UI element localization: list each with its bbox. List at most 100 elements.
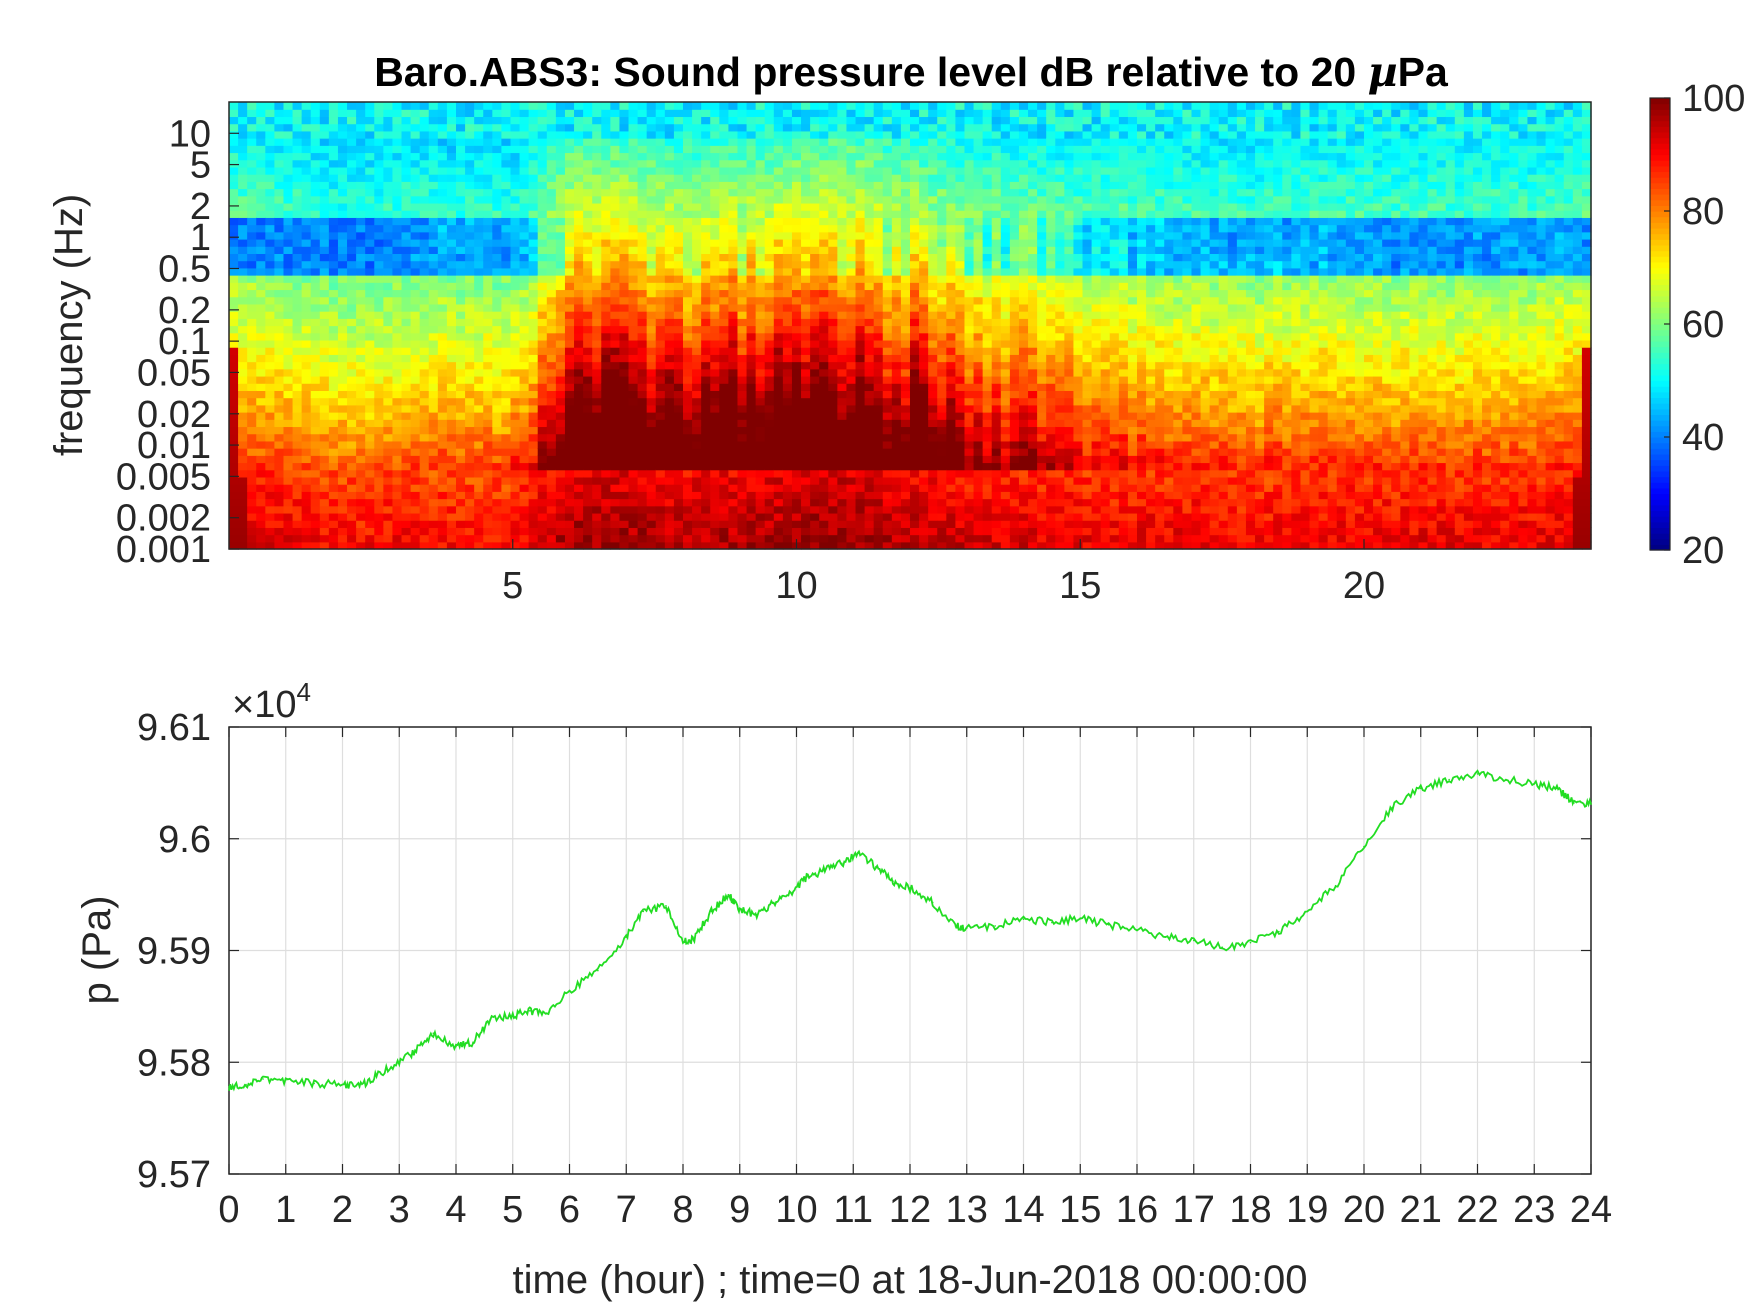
spectrogram-cell [428, 368, 439, 377]
spectrogram-cell [383, 152, 394, 161]
spectrogram-cell [483, 419, 493, 428]
spectrogram-cell [319, 455, 330, 464]
spectrogram-cell [882, 210, 893, 218]
spectrogram-cell [519, 217, 530, 226]
spectrogram-cell [229, 296, 239, 305]
spectrogram-cell [701, 440, 711, 449]
spectrogram-cell [383, 202, 394, 211]
spectrogram-cell [456, 260, 466, 269]
spectrogram-cell [564, 469, 575, 478]
spectrogram-cell [256, 166, 266, 175]
spectrogram-cell [374, 159, 384, 168]
spectrogram-cell [574, 498, 584, 507]
spectrogram-cell [501, 246, 512, 254]
spectrogram-cell [928, 116, 938, 125]
spectrogram-cell [519, 174, 530, 182]
spectrogram-cell [828, 260, 838, 269]
spectrogram-cell [446, 267, 457, 276]
spectrogram-cell [946, 541, 956, 550]
spectrogram-cell [864, 102, 875, 110]
spectrogram-cell [555, 484, 566, 492]
spectrogram-cell [710, 116, 720, 125]
spectrogram-cell [510, 397, 521, 406]
spectrogram-cell [737, 412, 748, 420]
spectrogram-cell [247, 311, 257, 319]
spectrogram-cell [782, 109, 793, 118]
spectrogram-cell [247, 217, 257, 226]
spectrogram-cell [274, 412, 285, 420]
spectrogram-cell [646, 455, 657, 464]
spectrogram-cell [583, 123, 593, 132]
spectrogram-cell [419, 505, 430, 514]
spectrogram-cell [628, 123, 639, 132]
spectrogram-cell [946, 231, 956, 240]
spectrogram-cell [701, 224, 711, 233]
spectrogram-cell [746, 505, 757, 514]
spectrogram-cell [637, 484, 648, 492]
spectrogram-cell [664, 505, 675, 514]
spectrogram-cell [846, 332, 857, 341]
spectrogram-cell [801, 541, 811, 550]
spectrogram-cell [510, 210, 521, 218]
spectrogram-cell [383, 318, 394, 327]
spectrogram-cell [546, 534, 557, 543]
spectrogram-cell [283, 433, 294, 442]
spectrogram-cell [229, 202, 239, 211]
spectrogram-cell [274, 102, 285, 110]
spectrogram-cell [864, 462, 875, 471]
spectrogram-cell [383, 534, 394, 543]
spectrogram-cell [555, 455, 566, 464]
spectrogram-cell [238, 152, 248, 161]
spectrogram-cell [492, 253, 502, 262]
spectrogram-cell [292, 145, 303, 154]
spectrogram-cell [701, 159, 711, 168]
spectrogram-cell [546, 354, 557, 363]
spectrogram-cell [592, 152, 602, 161]
spectrogram-cell [446, 433, 457, 442]
spectrogram-cell [319, 318, 330, 327]
spectrogram-cell [238, 109, 248, 118]
spectrogram-cell [546, 318, 557, 327]
spectrogram-cell [619, 253, 630, 262]
spectrogram-cell [365, 433, 375, 442]
spectrogram-cell [347, 202, 357, 211]
spectrogram-cell [492, 512, 502, 521]
spectrogram-cell [719, 462, 729, 471]
spectrogram-cell [782, 123, 793, 132]
spectrogram-cell [365, 260, 375, 269]
spectrogram-cell [564, 174, 575, 182]
spectrogram-cell [810, 541, 820, 550]
spectrogram-cell [610, 390, 621, 399]
spectrogram-cell [828, 238, 838, 247]
spectrogram-cell [773, 123, 784, 132]
spectrogram-cell [646, 202, 657, 211]
spectrogram-cell [719, 433, 729, 442]
spectrogram-cell [419, 520, 430, 528]
spectrogram-cell [928, 469, 938, 478]
spectrogram-cell [301, 145, 312, 154]
spectrogram-cell [701, 282, 711, 291]
spectrogram-cell [456, 476, 466, 485]
spectrogram-cell [392, 404, 403, 413]
spectrogram-cell [483, 332, 493, 341]
spectrogram-cell [383, 159, 394, 168]
spectrogram-cell [383, 484, 394, 492]
spectrogram-cell [646, 347, 657, 355]
spectrogram-cell [519, 491, 530, 500]
spectrogram-cell [619, 534, 630, 543]
spectrogram-cell [755, 512, 766, 521]
spectrogram-cell [238, 224, 248, 233]
spectrogram-cell [301, 311, 312, 319]
spectrogram-cell [592, 426, 602, 435]
spectrogram-cell [401, 231, 412, 240]
spectrogram-cell [492, 491, 502, 500]
spectrogram-cell [392, 202, 403, 211]
spectrogram-cell [910, 339, 920, 348]
spectrogram-cell [256, 303, 266, 312]
spectrogram-cell [637, 109, 648, 118]
spectrogram-cell [383, 368, 394, 377]
spectrogram-cell [891, 246, 902, 254]
spectrogram-cell [310, 296, 321, 305]
spectrogram-cell [537, 412, 548, 420]
spectrogram-cell [864, 202, 875, 211]
